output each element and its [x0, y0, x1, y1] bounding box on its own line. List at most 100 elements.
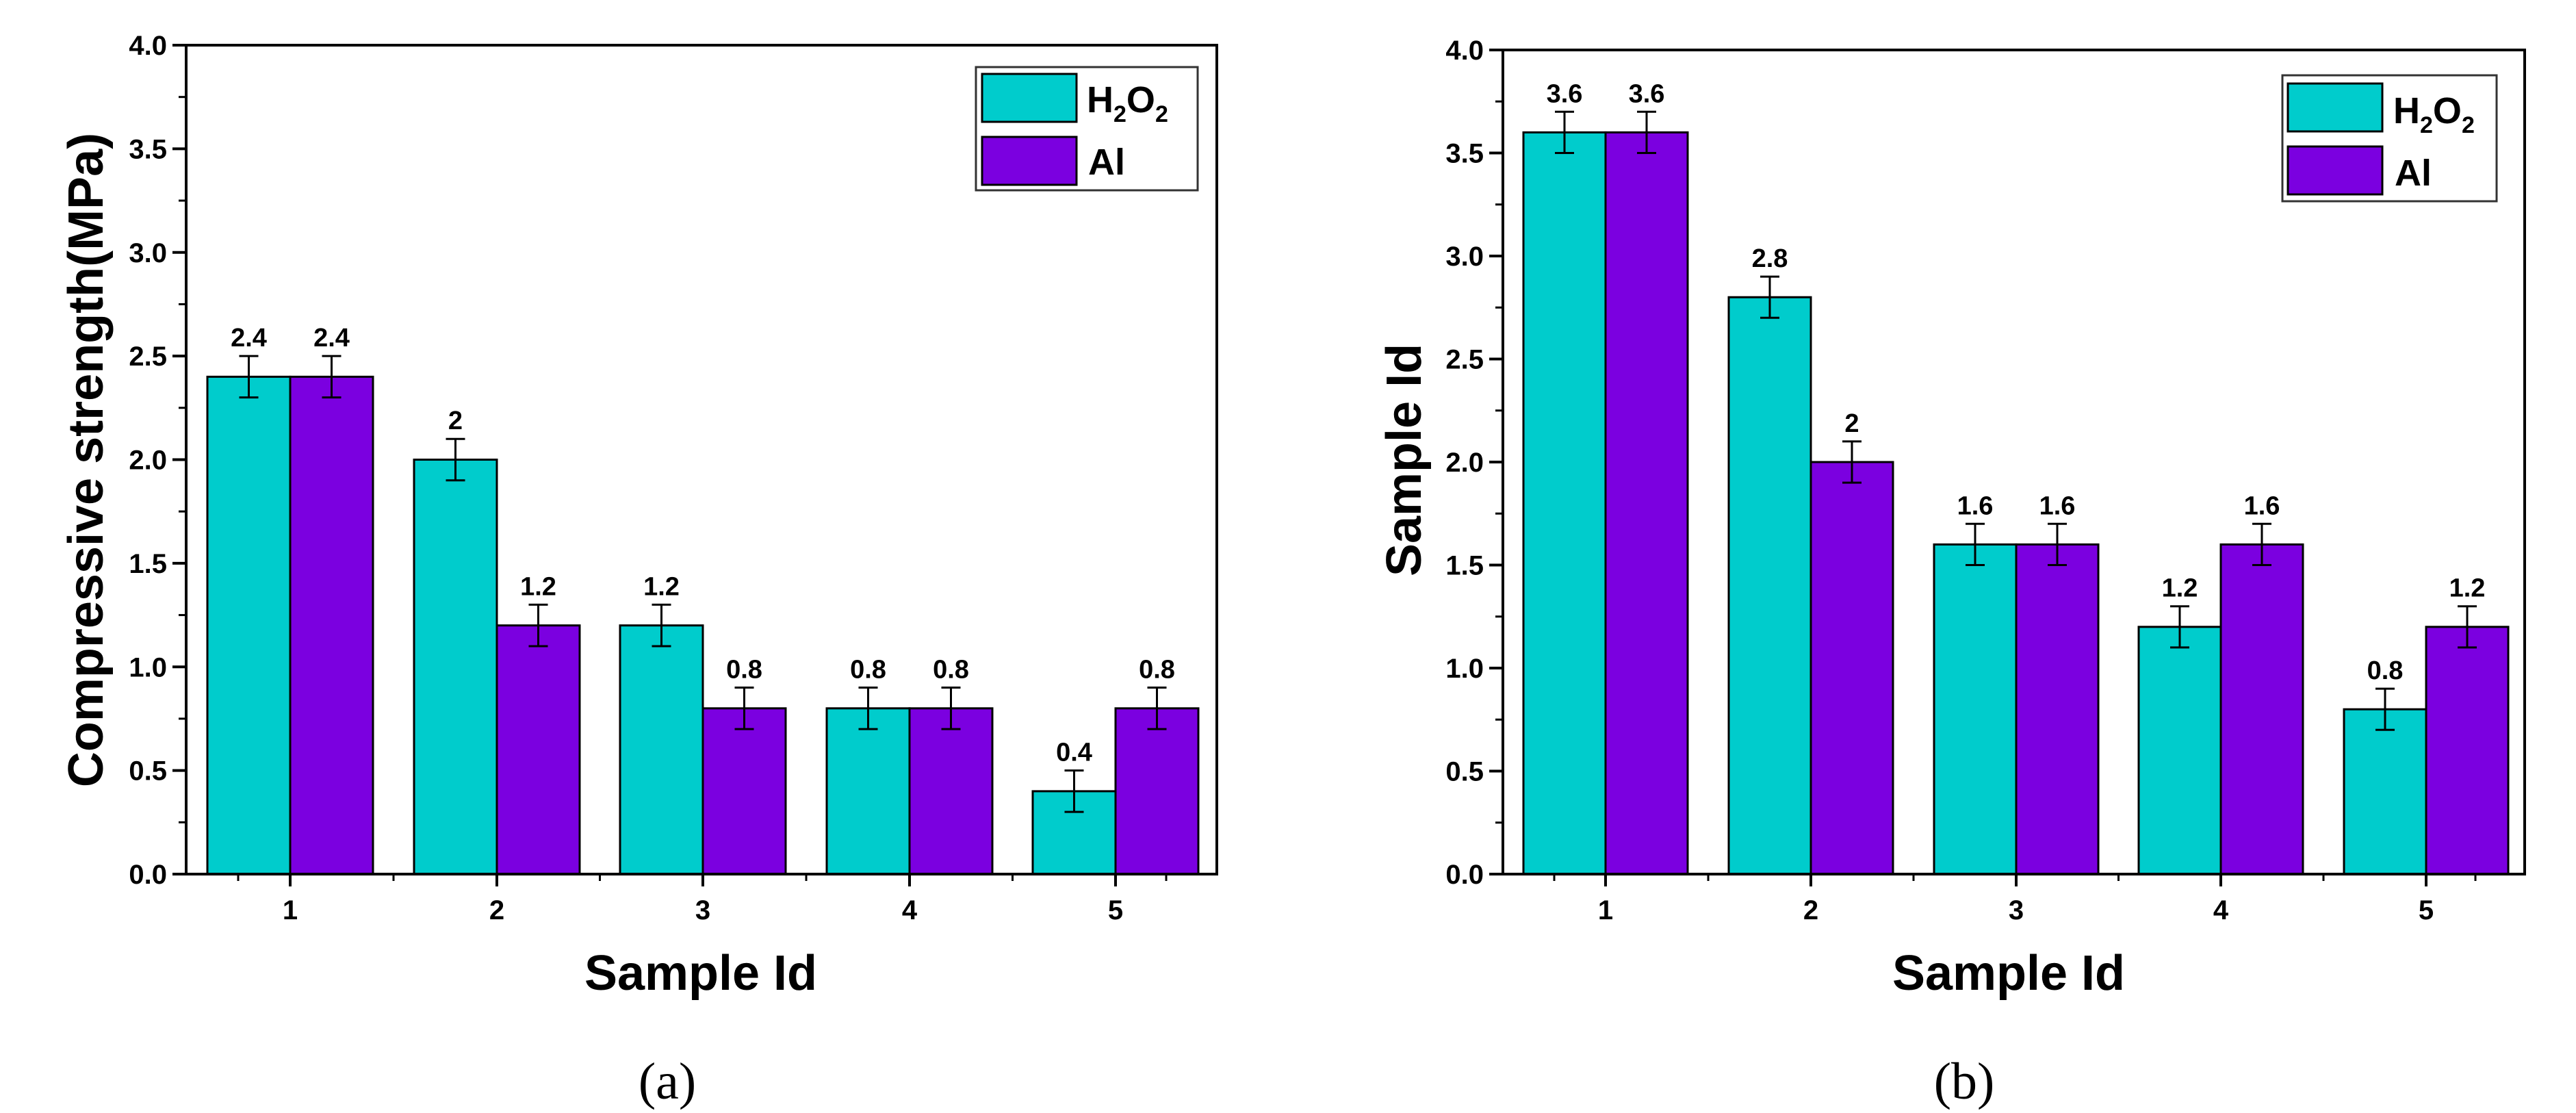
error-bar — [1637, 110, 1656, 154]
error-bar — [322, 355, 342, 399]
plot-area: 3.6 2.8 1.6 1.2 0.8 3.6 2 1.6 1.6 1.2 0.0 0.5 1.0 1.5… — [1445, 36, 2526, 925]
x-axis-title: Sample Id — [584, 946, 817, 1001]
data-label: 2.8 — [1752, 244, 1788, 273]
data-label: 1.6 — [1957, 491, 1994, 520]
legend: H2O2 Al — [975, 66, 1199, 192]
y-tick-label: 2.0 — [1445, 448, 1484, 478]
x-tick-label: 2 — [1803, 895, 1818, 925]
data-label: 0.8 — [726, 656, 762, 685]
data-label: 1.2 — [2162, 574, 2198, 603]
data-label: 1.2 — [643, 572, 680, 601]
bar-al-sample-2 — [1809, 461, 1894, 875]
x-tick-label: 4 — [2213, 895, 2229, 925]
data-label: 0.4 — [1056, 739, 1092, 767]
data-label: 1.2 — [520, 572, 556, 601]
legend-label-h2o2: H2O2 — [1087, 79, 1168, 127]
chart-panel-a: 2.4 2 1.2 0.8 0.4 2.4 1.2 0.8 0.8 0.8 0.0 0.5 1.0 1.5… — [59, 31, 1218, 1110]
error-bar — [858, 687, 878, 730]
data-label: 0.8 — [2367, 656, 2404, 685]
error-bar — [528, 603, 548, 648]
legend-label-al: Al — [2395, 153, 2432, 194]
y-axis-title: Sample Id — [1377, 344, 1432, 576]
bar-h2o2-sample-3 — [619, 624, 704, 875]
legend-swatch-al — [2287, 145, 2384, 196]
bar-h2o2-sample-3 — [1933, 543, 2018, 875]
bar-h2o2-sample-4 — [2137, 626, 2222, 875]
y-tick-label: 4.0 — [129, 31, 167, 61]
data-label: 0.8 — [850, 656, 886, 685]
y-tick-label: 0.0 — [1445, 860, 1484, 890]
x-tick-label: 5 — [2419, 895, 2434, 925]
chart-panel-b: 3.6 2.8 1.6 1.2 0.8 3.6 2 1.6 1.6 1.2 0.0 0.5 1.0 1.5… — [1377, 36, 2526, 1110]
bar-h2o2-sample-4 — [825, 707, 911, 875]
bar-al-sample-1 — [1604, 131, 1689, 875]
data-label: 1.2 — [2449, 574, 2486, 603]
bar-al-sample-2 — [495, 624, 581, 875]
bar-al-sample-3 — [701, 707, 787, 875]
data-label: 3.6 — [1629, 79, 1665, 108]
y-tick-label: 1.0 — [1445, 654, 1484, 684]
y-tick-label: 0.5 — [129, 756, 167, 786]
plot-area: 2.4 2 1.2 0.8 0.4 2.4 1.2 0.8 0.8 0.8 0.0 0.5 1.0 1.5… — [129, 31, 1218, 925]
data-label: 2 — [448, 407, 463, 435]
error-bar — [2375, 687, 2395, 731]
bar-h2o2-sample-5 — [2343, 708, 2427, 875]
x-axis-title: Sample Id — [1892, 946, 2125, 1001]
y-tick-label: 1.5 — [1445, 551, 1484, 581]
y-tick-label: 3.0 — [1445, 242, 1484, 272]
error-bar — [2458, 605, 2477, 649]
x-tick-label: 1 — [283, 895, 298, 925]
error-bar — [446, 437, 465, 482]
bar-h2o2-sample-1 — [1522, 131, 1607, 875]
error-bar — [1064, 769, 1084, 813]
panel-caption: (b) — [1934, 1053, 1995, 1110]
bar-h2o2-sample-2 — [1727, 296, 1812, 875]
error-bar — [2170, 605, 2189, 649]
y-tick-label: 0.0 — [129, 860, 167, 890]
data-label: 2 — [1844, 409, 1859, 438]
y-tick-label: 3.5 — [1445, 139, 1484, 169]
x-tick-label: 3 — [2009, 895, 2024, 925]
bar-al-sample-4 — [2219, 543, 2304, 875]
x-tick-label: 3 — [695, 895, 710, 925]
legend-swatch-h2o2 — [2287, 82, 2384, 133]
y-tick-label: 2.5 — [129, 342, 167, 372]
y-tick-label: 1.5 — [129, 549, 167, 579]
error-bar — [1966, 522, 1985, 566]
error-bar — [1760, 275, 1779, 319]
error-bar — [239, 355, 259, 399]
data-label: 2.4 — [313, 324, 350, 353]
error-bar — [2252, 522, 2271, 566]
x-tick-label: 5 — [1108, 895, 1123, 925]
bar-al-sample-3 — [2015, 543, 2100, 875]
error-bar — [734, 687, 754, 730]
x-tick-label: 4 — [902, 895, 918, 925]
x-tick-label: 1 — [1598, 895, 1613, 925]
y-tick-label: 1.0 — [129, 652, 167, 682]
legend-label-al: Al — [1088, 142, 1125, 183]
bar-h2o2-sample-1 — [206, 375, 292, 875]
y-tick-label: 0.5 — [1445, 757, 1484, 787]
data-label: 3.6 — [1547, 79, 1583, 108]
error-bar — [1147, 687, 1167, 730]
panel-caption: (a) — [639, 1053, 696, 1110]
bar-al-sample-4 — [908, 707, 994, 875]
legend-swatch-h2o2 — [981, 73, 1078, 123]
y-tick-label: 3.5 — [129, 134, 167, 164]
bar-al-sample-1 — [289, 375, 374, 875]
error-bar — [941, 687, 961, 730]
y-tick-label: 4.0 — [1445, 36, 1484, 66]
error-bar — [1555, 110, 1574, 154]
data-label: 2.4 — [231, 324, 267, 353]
y-axis-title: Compressive strength(MPa) — [59, 133, 114, 787]
error-bar — [652, 603, 671, 648]
y-tick-label: 3.0 — [129, 238, 167, 268]
data-label: 1.6 — [2039, 491, 2076, 520]
error-bar — [2048, 522, 2067, 566]
y-tick-label: 2.0 — [129, 446, 167, 476]
data-label: 0.8 — [1139, 656, 1175, 685]
x-tick-label: 2 — [489, 895, 504, 925]
y-tick-label: 2.5 — [1445, 345, 1484, 375]
bar-h2o2-sample-2 — [413, 459, 498, 875]
